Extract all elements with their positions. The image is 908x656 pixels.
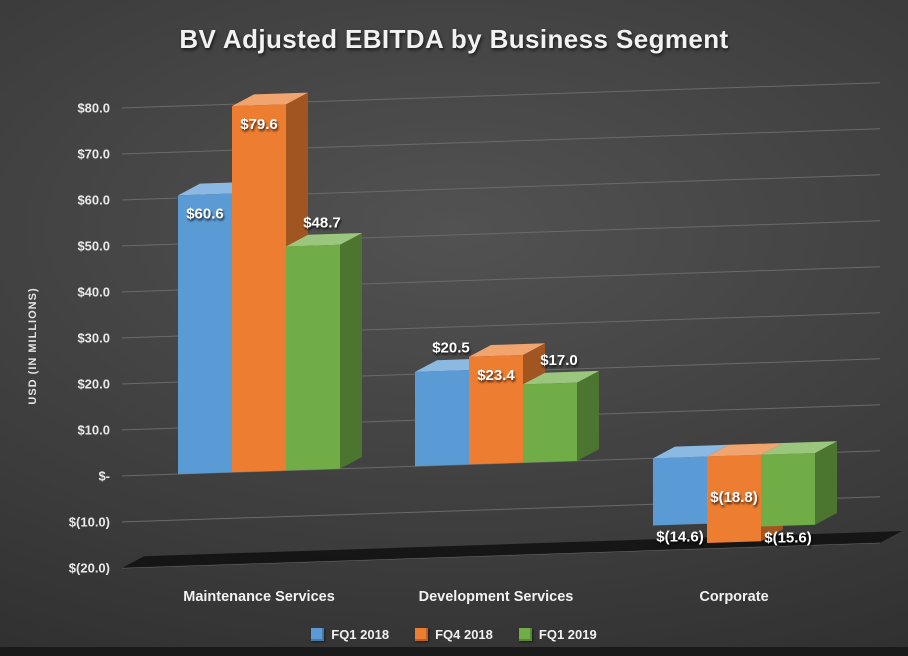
- category-label-development-services: Development Services: [419, 589, 574, 605]
- bar-side-face: [577, 370, 599, 461]
- legend-swatch-fq4-2018-icon: [415, 628, 429, 641]
- legend-item-fq1-2019: FQ1 2019: [518, 627, 597, 642]
- bar-side-face: [340, 232, 362, 469]
- legend-item-fq4-2018: FQ4 2018: [415, 627, 493, 642]
- y-tick-label: $60.0: [77, 192, 110, 207]
- bar-front-face: [523, 382, 577, 463]
- y-tick-label: $50.0: [77, 238, 110, 253]
- bottom-shadow-band: [0, 647, 908, 656]
- y-tick-label: $30.0: [77, 330, 110, 345]
- y-tick-label: $20.0: [77, 376, 110, 391]
- bar-top-face: [761, 441, 837, 455]
- bar-top-face: [523, 370, 599, 385]
- bar-fq1-2019-maintenance-services: [286, 232, 362, 471]
- bar-value-label: $17.0: [540, 352, 578, 369]
- y-tick-label: $(20.0): [69, 560, 110, 575]
- bar-value-label: $(18.8): [710, 489, 758, 506]
- bar-top-face: [232, 92, 308, 107]
- bar-front-face: [707, 454, 761, 544]
- y-tick-label: $70.0: [77, 146, 110, 161]
- y-tick-label: $(10.0): [69, 514, 110, 529]
- category-label-corporate: Corporate: [699, 589, 768, 605]
- bar-value-label: $20.5: [432, 340, 470, 357]
- bar-front-face: [286, 244, 340, 471]
- plot-3d-group: [122, 82, 902, 569]
- bar-side-face: [815, 441, 837, 525]
- bar-front-face: [232, 104, 286, 473]
- bar-front-face: [415, 370, 469, 467]
- legend-item-label: FQ4 2018: [435, 627, 493, 642]
- legend-item-label: FQ1 2019: [538, 627, 597, 642]
- bar-value-label: $60.6: [186, 205, 224, 222]
- bar-front-face: [469, 354, 523, 465]
- bar-top-face: [469, 343, 545, 357]
- bar-value-label: $79.6: [240, 116, 278, 133]
- bar-fq1-2019-development-services: [523, 370, 599, 463]
- legend: FQ1 2018 FQ4 2018 FQ1 2019: [0, 627, 908, 642]
- bar-front-face: [761, 452, 815, 527]
- chart-title: BV Adjusted EBITDA by Business Segment: [179, 24, 729, 54]
- legend-swatch-fq1-2018-icon: [311, 628, 325, 641]
- legend-item-fq1-2018: FQ1 2018: [311, 627, 389, 642]
- bar-value-label: $23.4: [477, 367, 515, 384]
- bar-value-label: $(14.6): [656, 529, 704, 546]
- bar-top-face: [653, 444, 729, 459]
- bar-top-face: [707, 443, 783, 457]
- bar-front-face: [178, 193, 232, 475]
- bar-top-face: [286, 232, 362, 247]
- legend-swatch-fq1-2019-icon: [518, 628, 532, 641]
- y-tick-label: $-: [98, 468, 110, 483]
- bar-fq1-2019-corporate: [761, 441, 837, 527]
- bar-front-face: [653, 456, 707, 526]
- y-tick-label: $40.0: [77, 284, 110, 299]
- category-label-maintenance-services: Maintenance Services: [183, 589, 335, 605]
- bar-value-label: $48.7: [303, 214, 341, 231]
- bar-value-label: $(15.6): [764, 530, 812, 547]
- legend-item-label: FQ1 2018: [331, 627, 390, 642]
- y-tick-label: $80.0: [77, 100, 110, 115]
- y-tick-label: $10.0: [77, 422, 110, 437]
